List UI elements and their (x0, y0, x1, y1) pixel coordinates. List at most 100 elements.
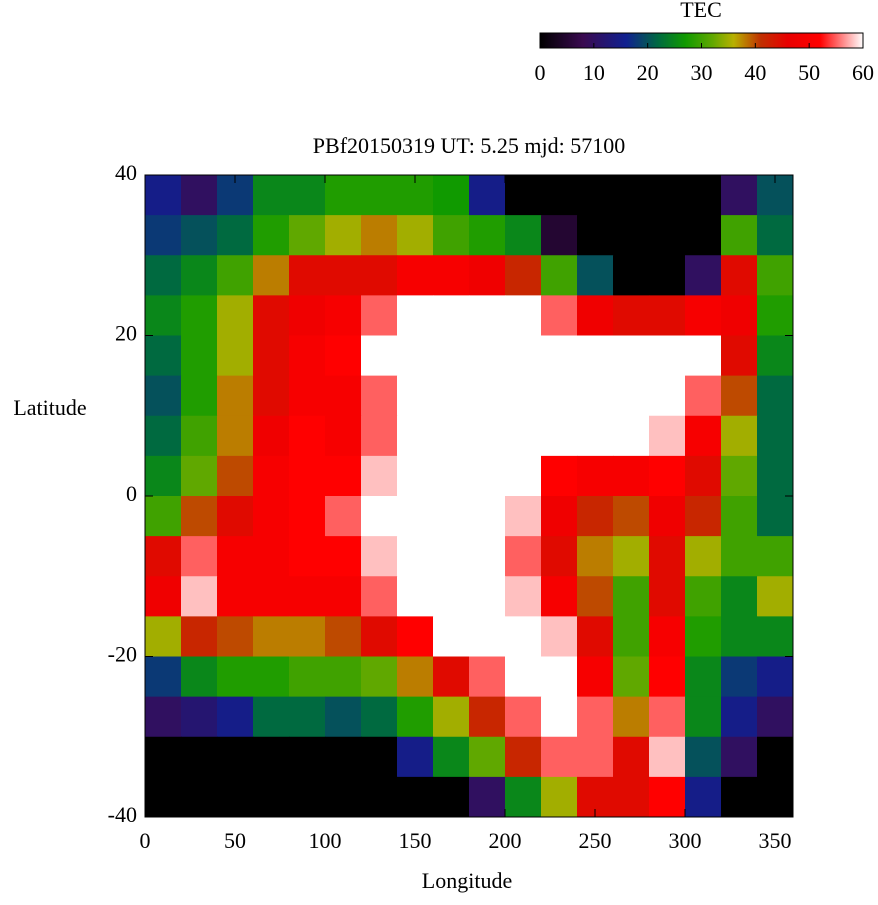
heatmap-cell (721, 455, 758, 497)
heatmap-cell (433, 776, 470, 818)
heatmap-cell (469, 696, 506, 738)
heatmap-cell (361, 295, 398, 336)
heatmap-cell (325, 496, 362, 537)
heatmap-cell (253, 175, 290, 216)
heatmap-cell (253, 616, 290, 657)
heatmap-cell (433, 335, 470, 377)
heatmap-cell (145, 295, 182, 336)
heatmap-cell (721, 255, 758, 296)
heatmap-cell (325, 215, 362, 256)
heatmap-cell (505, 455, 542, 497)
heatmap-cell (577, 375, 614, 417)
heatmap-cell (541, 616, 578, 657)
heatmap-cell (433, 696, 470, 738)
heatmap-cell (181, 616, 218, 657)
heatmap-cell (505, 215, 542, 256)
heatmap-cell (253, 776, 290, 818)
heatmap-cell (253, 255, 290, 296)
heatmap-cell (685, 455, 722, 497)
heatmap-cell (145, 415, 182, 457)
heatmap-cell (361, 175, 398, 216)
heatmap-cell (685, 415, 722, 457)
heatmap-cell (181, 455, 218, 497)
y-tick-label: 20 (115, 321, 137, 346)
heatmap-cell (433, 375, 470, 417)
heatmap-cell (649, 776, 686, 818)
x-tick-label: 350 (759, 828, 792, 853)
heatmap-cell (613, 215, 650, 256)
heatmap-cell (505, 175, 542, 216)
heatmap-cell (541, 215, 578, 256)
heatmap-cell (253, 536, 290, 577)
heatmap-cell (289, 616, 326, 657)
heatmap-cell (469, 576, 506, 617)
heatmap-cell (397, 536, 434, 577)
heatmap-cell (577, 496, 614, 537)
heatmap-cell (397, 736, 434, 778)
x-axis-label: Longitude (422, 868, 512, 893)
heatmap-cell (289, 536, 326, 577)
heatmap-cell (433, 455, 470, 497)
heatmap-cell (541, 335, 578, 377)
heatmap-cell (361, 656, 398, 698)
heatmap-cell (181, 736, 218, 778)
heatmap-cell (217, 696, 254, 738)
x-tick-label: 200 (489, 828, 522, 853)
heatmap-cell (505, 375, 542, 417)
heatmap-cell (469, 455, 506, 497)
heatmap-cell (289, 496, 326, 537)
heatmap-cell (145, 255, 182, 296)
heatmap-cell (757, 616, 794, 657)
heatmap-cell (649, 255, 686, 296)
heatmap-cell (145, 776, 182, 818)
heatmap-cell (541, 576, 578, 617)
heatmap-cell (181, 375, 218, 417)
heatmap-cell (541, 696, 578, 738)
x-tick-label: 250 (579, 828, 612, 853)
heatmap-cell (181, 175, 218, 216)
heatmap-cell (721, 415, 758, 457)
heatmap-cell (469, 375, 506, 417)
heatmap-cell (613, 736, 650, 778)
heatmap-cell (181, 335, 218, 377)
heatmap-cell (433, 656, 470, 698)
heatmap-cell (541, 776, 578, 818)
heatmap-cell (685, 335, 722, 377)
heatmap-cell (541, 536, 578, 577)
heatmap-cell (721, 656, 758, 698)
heatmap-cell (577, 415, 614, 457)
heatmap-cell (145, 375, 182, 417)
heatmap-cell (649, 295, 686, 336)
heatmap-cell (721, 215, 758, 256)
heatmap-cell (649, 656, 686, 698)
heatmap-cell (469, 736, 506, 778)
heatmap-cell (541, 415, 578, 457)
heatmap-cell (145, 175, 182, 216)
heatmap-cell (145, 736, 182, 778)
heatmap-cell (649, 536, 686, 577)
heatmap-cell (325, 375, 362, 417)
heatmap-cell (289, 576, 326, 617)
heatmap-cell (577, 215, 614, 256)
heatmap-cell (757, 255, 794, 296)
heatmap-cell (361, 696, 398, 738)
heatmap-cell (433, 255, 470, 296)
heatmap-cell (577, 696, 614, 738)
heatmap-cell (469, 415, 506, 457)
heatmap-cell (469, 776, 506, 818)
heatmap-cell (757, 375, 794, 417)
heatmap-cell (397, 375, 434, 417)
x-tick-label: 0 (140, 828, 151, 853)
heatmap-cell (577, 295, 614, 336)
heatmap-cell (361, 415, 398, 457)
heatmap-cell (469, 656, 506, 698)
heatmap-cell (181, 215, 218, 256)
heatmap-cell (181, 415, 218, 457)
x-tick-label: 100 (309, 828, 342, 853)
heatmap-cell (145, 496, 182, 537)
heatmap-cell (757, 496, 794, 537)
heatmap-cell (253, 496, 290, 537)
heatmap-cell (577, 616, 614, 657)
heatmap-cell (325, 776, 362, 818)
heatmap-cell (649, 736, 686, 778)
